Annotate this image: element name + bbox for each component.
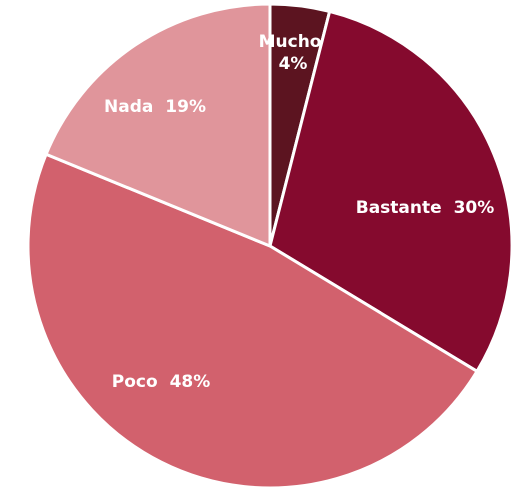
- slice-label-poco: Poco 48%: [112, 372, 211, 392]
- slice-label-nada-value: 19%: [165, 97, 206, 117]
- pie-slices: [26, 2, 514, 489]
- slice-label-poco-name: Poco: [112, 372, 158, 392]
- slice-label-nada-name: Nada: [104, 97, 153, 117]
- slice-label-mucho-name: Mucho: [259, 32, 322, 52]
- slice-label-bastante-name: Bastante: [356, 198, 442, 218]
- slice-label-mucho-value: 4%: [279, 54, 308, 74]
- slice-label-bastante-value: 30%: [454, 198, 495, 218]
- slice-label-nada: Nada 19%: [104, 97, 206, 117]
- slice-label-poco-value: 48%: [170, 372, 211, 392]
- slice-label-bastante: Bastante 30%: [356, 198, 495, 218]
- pie-slice-nada: [44, 2, 272, 248]
- slice-label-mucho: Mucho 4%: [259, 32, 328, 74]
- pie-slice-poco: [26, 152, 479, 489]
